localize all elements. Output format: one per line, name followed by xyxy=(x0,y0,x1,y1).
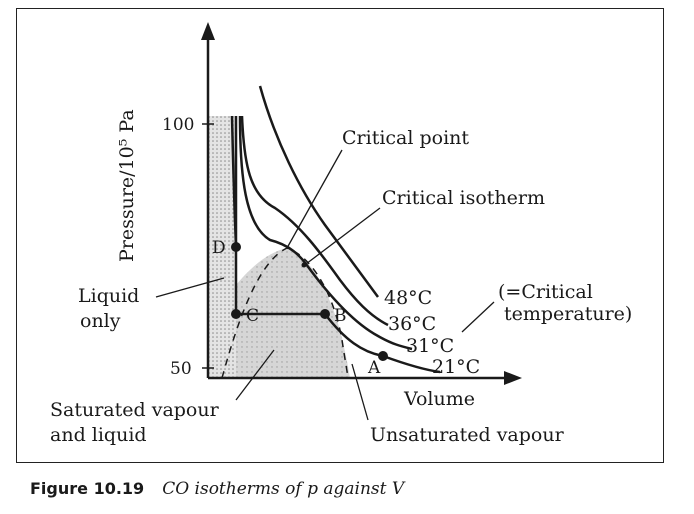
critical-temp-label-2: temperature) xyxy=(504,303,632,325)
critical-point-leader xyxy=(286,149,343,249)
figure-caption: Figure 10.19 CO isotherms of p against V xyxy=(30,479,404,499)
unsaturated-leader xyxy=(351,363,369,421)
critical-temp-label-1: (=Critical xyxy=(498,281,593,303)
saturated-label-2: and liquid xyxy=(50,424,147,446)
isotherm-36 xyxy=(240,115,389,327)
point-b-marker xyxy=(320,309,330,319)
critical-point-marker xyxy=(301,262,307,268)
y-axis-arrow xyxy=(201,22,215,40)
tick-label-50: 50 xyxy=(170,359,192,379)
critical-isotherm-leader xyxy=(305,207,381,265)
liquid-leader xyxy=(155,277,225,298)
point-b-label: B xyxy=(334,306,347,326)
critical-point-label: Critical point xyxy=(342,127,469,149)
isotherm-48 xyxy=(258,85,380,298)
liquid-label-2: only xyxy=(80,310,121,332)
isotherm-48-label: 48°C xyxy=(384,287,432,309)
point-c-marker xyxy=(231,309,241,319)
figure-number: Figure 10.19 xyxy=(30,479,145,498)
figure-caption-text: CO isotherms of p against V xyxy=(162,479,405,499)
point-c-label: C xyxy=(246,306,259,326)
point-d-marker xyxy=(231,242,241,252)
critical-temp-leader xyxy=(461,301,495,333)
tick-label-100: 100 xyxy=(162,115,194,135)
isotherm-21-liquid xyxy=(230,115,238,247)
saturated-label-1: Saturated vapour xyxy=(50,399,220,421)
x-axis-arrow xyxy=(504,371,522,385)
unsaturated-label: Unsaturated vapour xyxy=(370,424,565,446)
critical-isotherm-label: Critical isotherm xyxy=(382,187,545,209)
liquid-label-1: Liquid xyxy=(78,285,139,307)
point-a-marker xyxy=(378,351,388,361)
point-a-label: A xyxy=(367,358,381,378)
isotherm-21-label: 21°C xyxy=(432,356,480,378)
point-d-label: D xyxy=(212,238,226,258)
isotherm-36-label: 36°C xyxy=(388,313,436,335)
x-axis-label: Volume xyxy=(403,388,475,410)
y-axis-label: Pressure/10⁵ Pa xyxy=(116,109,138,262)
figure-frame xyxy=(16,8,664,463)
saturated-leader xyxy=(235,349,275,401)
isotherm-31-label: 31°C xyxy=(406,335,454,357)
